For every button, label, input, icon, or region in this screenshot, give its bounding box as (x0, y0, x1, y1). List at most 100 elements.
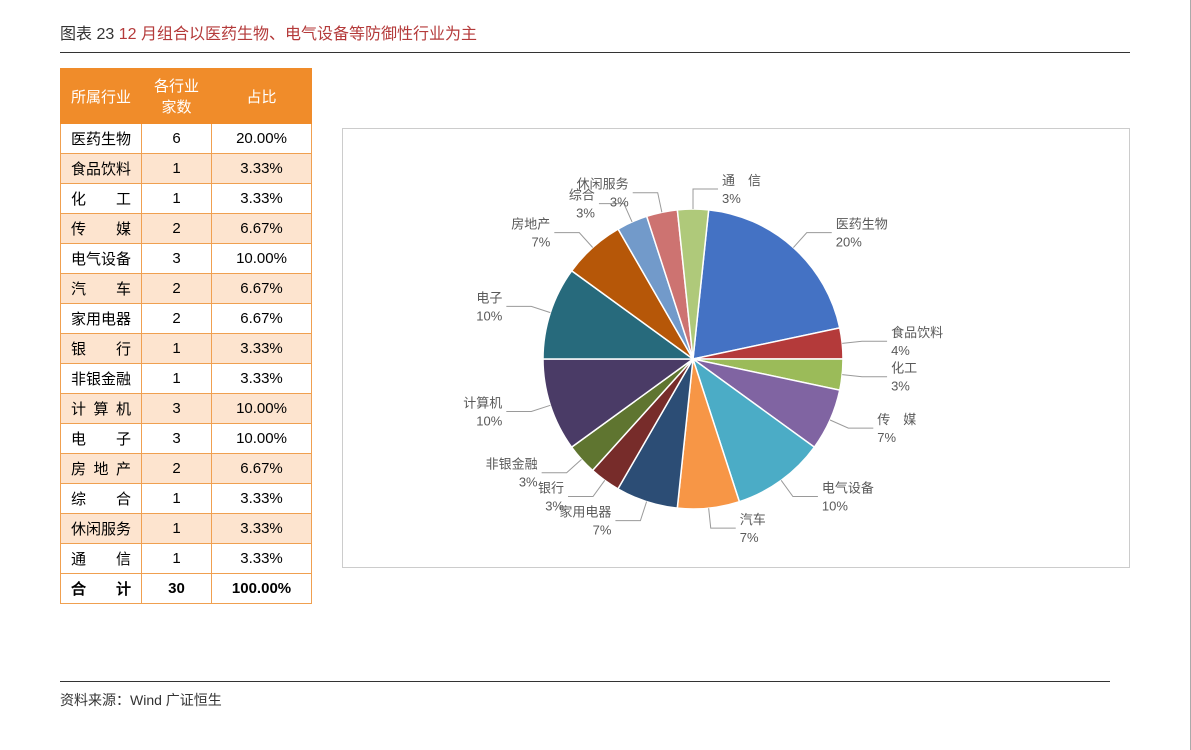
pie-label: 房地产 (511, 217, 550, 232)
cell-count: 30 (142, 574, 212, 604)
pie-leader (709, 508, 736, 528)
pie-leader (830, 420, 873, 428)
pie-pct-label: 3% (519, 475, 538, 490)
cell-pct: 3.33% (212, 184, 312, 214)
cell-industry: 传 媒 (61, 214, 142, 244)
pie-leader (506, 405, 550, 411)
cell-industry: 家用电器 (61, 304, 142, 334)
cell-industry: 食品饮料 (61, 154, 142, 184)
pie-pct-label: 3% (610, 195, 629, 210)
pie-label: 传 媒 (877, 412, 916, 427)
pie-pct-label: 3% (891, 379, 910, 394)
cell-industry: 银 行 (61, 334, 142, 364)
cell-industry: 化 工 (61, 184, 142, 214)
cell-count: 1 (142, 334, 212, 364)
cell-industry: 综 合 (61, 484, 142, 514)
pie-pct-label: 10% (476, 308, 502, 323)
cell-industry: 合 计 (61, 574, 142, 604)
cell-count: 1 (142, 184, 212, 214)
table-row: 电气设备310.00% (61, 244, 312, 274)
cell-pct: 10.00% (212, 424, 312, 454)
cell-count: 1 (142, 154, 212, 184)
table-row-total: 合 计30100.00% (61, 574, 312, 604)
cell-count: 1 (142, 544, 212, 574)
cell-count: 1 (142, 484, 212, 514)
cell-industry: 非银金融 (61, 364, 142, 394)
pie-label: 计算机 (463, 395, 502, 410)
pie-pct-label: 3% (722, 191, 741, 206)
pie-pct-label: 7% (532, 235, 551, 250)
col-header-count: 各行业 家数 (142, 69, 212, 124)
col-header-industry: 所属行业 (61, 69, 142, 124)
cell-pct: 10.00% (212, 394, 312, 424)
cell-count: 1 (142, 514, 212, 544)
table-row: 非银金融13.33% (61, 364, 312, 394)
table-row: 综 合13.33% (61, 484, 312, 514)
cell-industry: 通 信 (61, 544, 142, 574)
pie-label: 医药生物 (836, 217, 888, 232)
pie-chart-area: 医药生物20%食品饮料4%化工3%传 媒7%电气设备10%汽车7%家用电器7%银… (342, 128, 1130, 568)
cell-count: 2 (142, 304, 212, 334)
pie-leader (568, 480, 605, 496)
cell-industry: 医药生物 (61, 124, 142, 154)
table-row: 家用电器26.67% (61, 304, 312, 334)
pie-leader (693, 189, 718, 209)
table-row: 银 行13.33% (61, 334, 312, 364)
pie-label: 电气设备 (822, 481, 874, 496)
cell-pct: 3.33% (212, 154, 312, 184)
table-row: 医药生物620.00% (61, 124, 312, 154)
pie-chart: 医药生物20%食品饮料4%化工3%传 媒7%电气设备10%汽车7%家用电器7%银… (353, 149, 1033, 569)
table-row: 汽 车26.67% (61, 274, 312, 304)
table-row: 计 算 机310.00% (61, 394, 312, 424)
table-row: 房 地 产26.67% (61, 454, 312, 484)
cell-pct: 100.00% (212, 574, 312, 604)
pie-pct-label: 7% (740, 530, 759, 545)
pie-leader (842, 341, 887, 343)
cell-industry: 休闲服务 (61, 514, 142, 544)
cell-industry: 房 地 产 (61, 454, 142, 484)
pie-leader (615, 502, 646, 521)
pie-label: 休闲服务 (577, 177, 629, 192)
pie-pct-label: 3% (576, 206, 595, 221)
pie-pct-label: 3% (545, 498, 564, 513)
pie-label: 非银金融 (486, 457, 538, 472)
cell-pct: 6.67% (212, 304, 312, 334)
cell-count: 2 (142, 214, 212, 244)
cell-pct: 3.33% (212, 334, 312, 364)
pie-leader (506, 306, 550, 312)
cell-industry: 电 子 (61, 424, 142, 454)
figure-caption: 12 月组合以医药生物、电气设备等防御性行业为主 (119, 26, 477, 43)
col-header-pct: 占比 (212, 69, 312, 124)
pie-pct-label: 10% (476, 413, 502, 428)
cell-count: 1 (142, 364, 212, 394)
pie-pct-label: 7% (593, 523, 612, 538)
cell-count: 6 (142, 124, 212, 154)
pie-pct-label: 7% (877, 430, 896, 445)
pie-label: 电子 (476, 290, 502, 305)
pie-pct-label: 10% (822, 499, 848, 514)
cell-pct: 6.67% (212, 214, 312, 244)
cell-pct: 3.33% (212, 544, 312, 574)
table-row: 化 工13.33% (61, 184, 312, 214)
pie-label: 食品饮料 (891, 325, 943, 340)
cell-pct: 3.33% (212, 484, 312, 514)
pie-leader (793, 233, 831, 248)
pie-pct-label: 20% (836, 235, 862, 250)
cell-count: 2 (142, 274, 212, 304)
pie-label: 家用电器 (559, 505, 611, 520)
cell-pct: 6.67% (212, 454, 312, 484)
cell-count: 2 (142, 454, 212, 484)
cell-industry: 电气设备 (61, 244, 142, 274)
cell-count: 3 (142, 394, 212, 424)
cell-count: 3 (142, 424, 212, 454)
cell-pct: 3.33% (212, 364, 312, 394)
cell-industry: 汽 车 (61, 274, 142, 304)
table-row: 通 信13.33% (61, 544, 312, 574)
table-row: 电 子310.00% (61, 424, 312, 454)
pie-pct-label: 4% (891, 343, 910, 358)
pie-label: 银行 (538, 480, 564, 495)
cell-industry: 计 算 机 (61, 394, 142, 424)
pie-leader (842, 375, 887, 377)
table-row: 传 媒26.67% (61, 214, 312, 244)
table-row: 休闲服务13.33% (61, 514, 312, 544)
